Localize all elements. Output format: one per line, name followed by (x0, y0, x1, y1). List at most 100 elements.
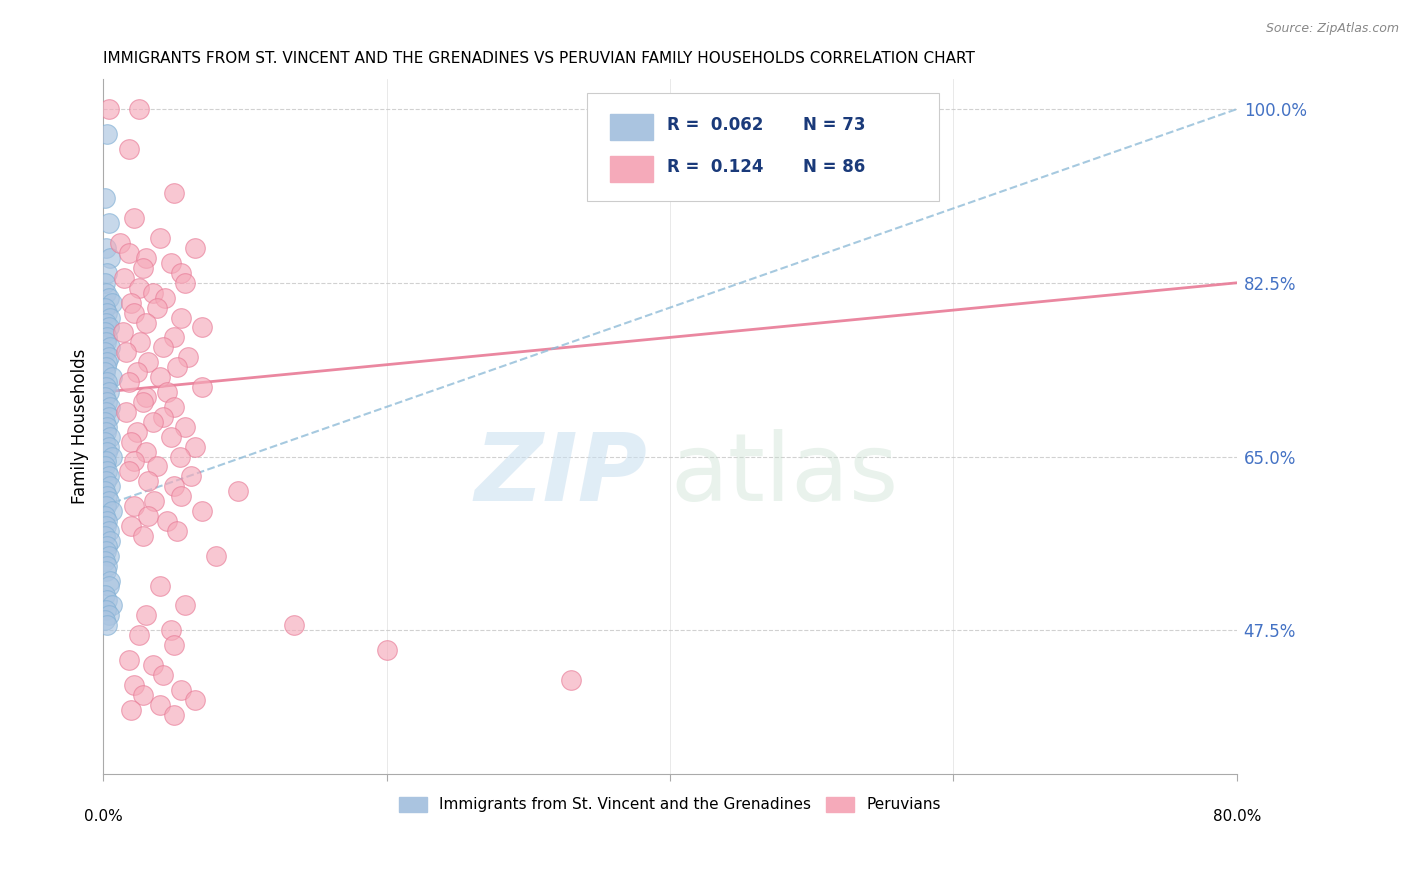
Text: 80.0%: 80.0% (1212, 809, 1261, 824)
Point (97, 549, 120, 563)
Point (170, 310, 193, 325)
Point (96, 305, 118, 319)
Bar (610, 156, 652, 182)
Point (117, 246, 139, 260)
Point (117, 653, 139, 667)
Point (93, 484, 115, 499)
Point (96, 558, 118, 573)
Point (93, 554, 115, 568)
Point (142, 657, 165, 672)
Point (93, 589, 115, 603)
Point (156, 384, 179, 399)
Point (121, 434, 143, 449)
Point (127, 365, 149, 379)
Point (98, 430, 121, 444)
Point (163, 638, 186, 652)
Point (124, 499, 146, 513)
Point (96, 593, 118, 607)
Point (98, 479, 121, 493)
Point (146, 301, 169, 315)
Point (132, 529, 155, 543)
Point (560, 673, 582, 687)
Point (114, 345, 136, 359)
Point (146, 459, 169, 474)
Point (138, 509, 160, 524)
Point (156, 514, 179, 528)
Point (94, 360, 117, 375)
Point (117, 375, 139, 389)
Point (97, 494, 120, 508)
Point (97, 291, 120, 305)
Point (135, 316, 157, 330)
Point (98, 310, 121, 325)
Point (94, 519, 117, 533)
Point (93, 390, 115, 404)
Point (283, 618, 305, 632)
Point (132, 688, 155, 702)
Text: R =  0.062: R = 0.062 (666, 116, 763, 134)
Point (180, 469, 202, 483)
Point (132, 395, 155, 409)
Point (169, 450, 191, 464)
Point (112, 271, 135, 285)
Point (96, 395, 118, 409)
Point (93, 529, 115, 543)
Point (152, 409, 174, 424)
Point (94, 241, 117, 255)
Point (96, 539, 118, 553)
Point (98, 533, 121, 548)
Point (96, 266, 118, 280)
Point (100, 504, 122, 518)
Point (114, 405, 136, 419)
Point (97, 320, 120, 334)
Point (94, 603, 117, 617)
Point (96, 464, 118, 478)
Point (100, 450, 122, 464)
Point (93, 365, 115, 379)
Point (97, 578, 120, 592)
Point (149, 698, 172, 712)
Point (128, 628, 150, 642)
Point (128, 102, 150, 116)
Point (375, 643, 398, 657)
Point (93, 345, 115, 359)
Point (191, 320, 214, 334)
Point (96, 355, 118, 369)
Point (124, 305, 146, 319)
Point (96, 330, 118, 344)
Point (121, 519, 143, 533)
Point (184, 692, 207, 706)
Point (94, 335, 117, 350)
Point (100, 599, 122, 613)
Point (100, 295, 122, 310)
Point (97, 524, 120, 538)
Point (142, 415, 165, 429)
Point (117, 142, 139, 156)
Point (124, 678, 146, 692)
Point (155, 291, 177, 305)
Point (170, 266, 193, 280)
Point (97, 440, 120, 454)
Point (108, 236, 131, 251)
Point (94, 564, 117, 578)
Point (121, 295, 143, 310)
Point (96, 375, 118, 389)
Point (93, 276, 115, 290)
Point (138, 475, 160, 489)
Point (163, 707, 186, 722)
Point (135, 608, 157, 623)
Point (97, 608, 120, 623)
Point (97, 102, 120, 116)
Point (128, 281, 150, 295)
Point (163, 330, 186, 344)
Point (163, 479, 186, 493)
Point (142, 285, 165, 300)
FancyBboxPatch shape (588, 94, 939, 201)
Point (149, 578, 172, 592)
Legend: Immigrants from St. Vincent and the Grenadines, Peruvians: Immigrants from St. Vincent and the Gren… (394, 791, 946, 819)
Point (138, 355, 160, 369)
Point (160, 256, 183, 270)
Point (96, 444, 118, 458)
Point (191, 504, 214, 518)
Point (97, 469, 120, 483)
